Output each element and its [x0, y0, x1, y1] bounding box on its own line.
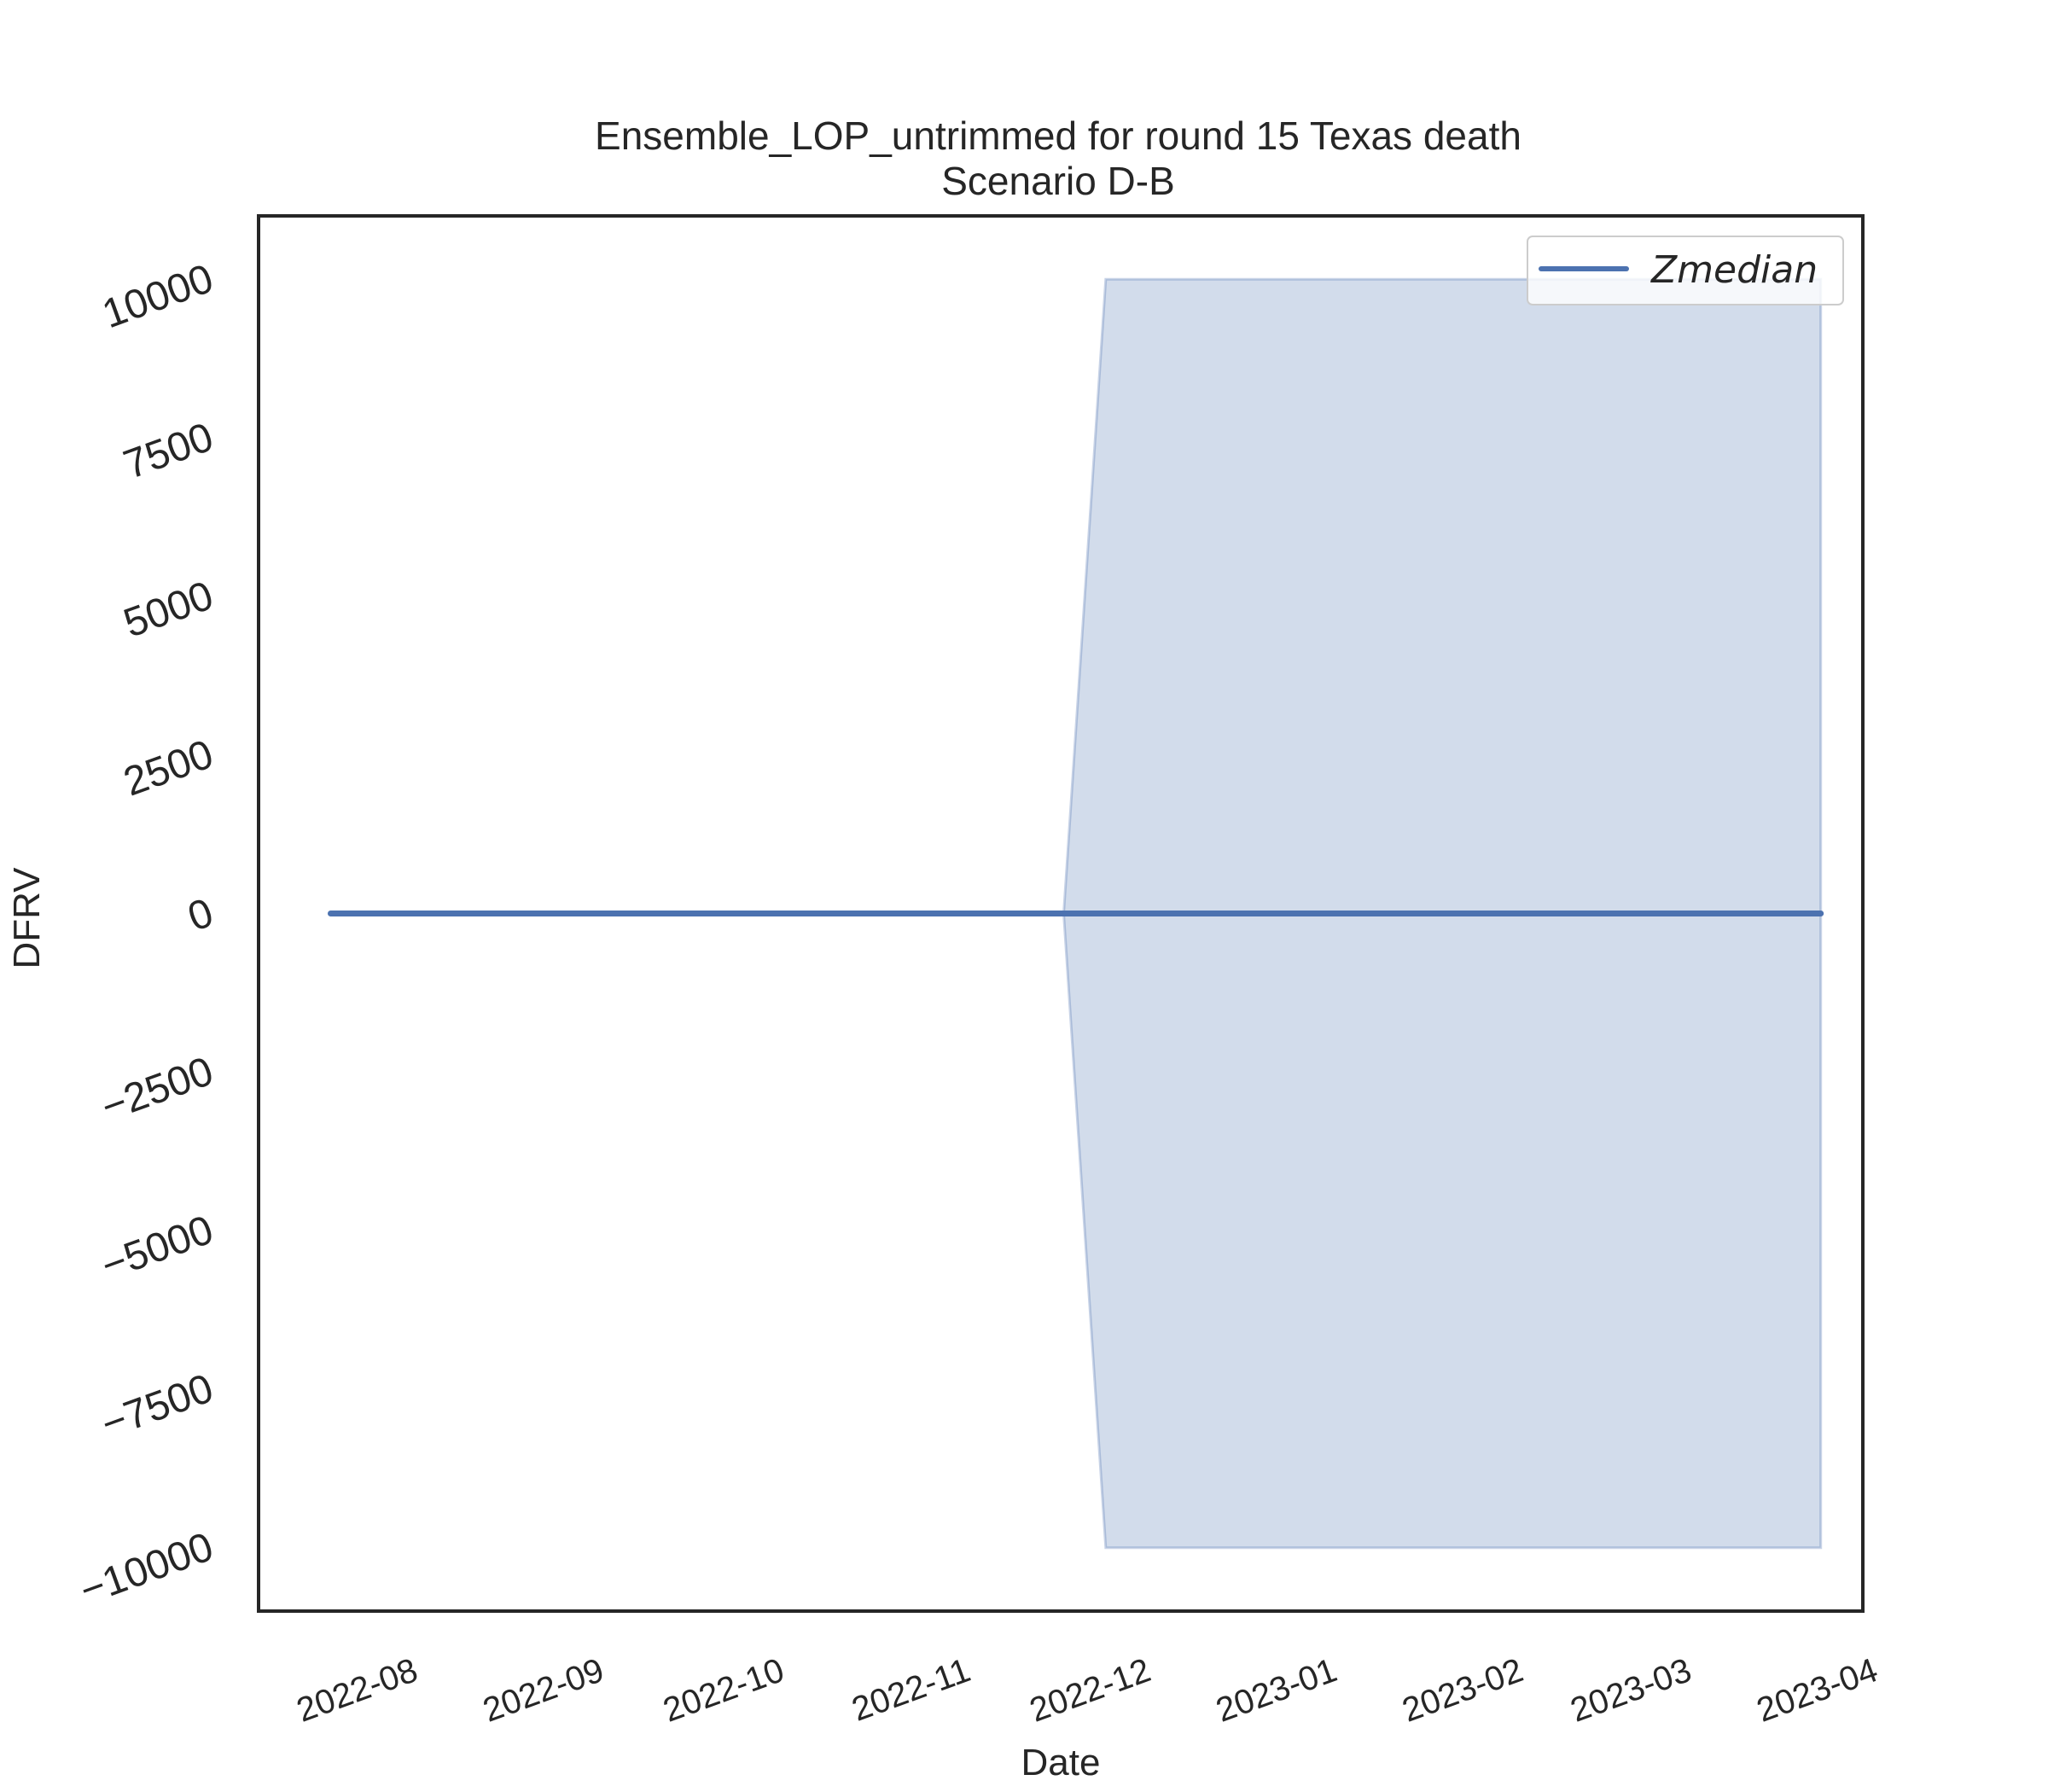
x-tick-labels: 2022-08 2022-09 2022-10 2022-11 2022-12 2023-…: [292, 1651, 1882, 1730]
y-tick-label: 2500: [118, 731, 218, 805]
x-tick-label: 2022-08: [292, 1651, 422, 1730]
y-tick-label: 10000: [96, 256, 219, 337]
x-tick-label: 2022-12: [1025, 1651, 1155, 1730]
y-tick-label: 7500: [118, 415, 218, 488]
chart-subtitle: Scenario D-B: [941, 159, 1175, 203]
x-axis-label: Date: [1021, 1742, 1101, 1783]
y-tick-label: −5000: [96, 1207, 219, 1289]
y-tick-label: 5000: [118, 573, 218, 646]
x-tick-label: 2022-09: [478, 1651, 608, 1730]
y-tick-label: −2500: [96, 1049, 219, 1131]
legend-box: [1527, 236, 1844, 305]
legend: Zmedian: [1527, 236, 1844, 305]
y-tick-label: −10000: [74, 1524, 219, 1614]
x-tick-label: 2023-04: [1752, 1651, 1882, 1730]
plot-area: [328, 277, 1824, 1550]
plot-frame: [257, 214, 1865, 1613]
y-tick-label: −7500: [96, 1365, 219, 1447]
x-tick-label: 2023-01: [1211, 1651, 1341, 1730]
y-tick-labels: −10000 −7500 −5000 −2500 0 2500 5000 7500 10000: [74, 256, 219, 1614]
y-tick-label: 0: [183, 890, 219, 940]
x-tick-label: 2023-02: [1398, 1651, 1528, 1730]
x-tick-label: 2023-03: [1566, 1651, 1696, 1730]
x-tick-label: 2022-10: [659, 1651, 789, 1730]
y-axis-label: DFRV: [6, 867, 48, 969]
chart-title: Ensemble_LOP_untrimmed for round 15 Texa…: [595, 113, 1521, 158]
legend-label: Zmedian: [1650, 248, 1818, 292]
x-tick-label: 2022-11: [847, 1651, 975, 1729]
